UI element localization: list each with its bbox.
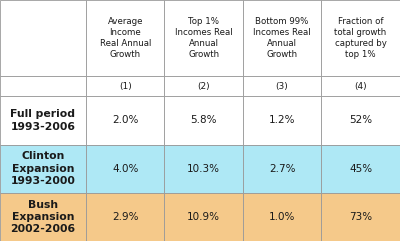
Text: 73%: 73%	[349, 212, 372, 222]
Bar	[321, 145, 400, 193]
Text: Full period
1993-2006: Full period 1993-2006	[10, 109, 76, 132]
Text: (4): (4)	[354, 82, 367, 91]
Text: Clinton
Expansion
1993-2000: Clinton Expansion 1993-2000	[10, 151, 76, 186]
Bar	[0, 76, 86, 96]
Bar	[0, 193, 86, 241]
Bar	[164, 145, 243, 193]
Bar	[164, 193, 243, 241]
Bar	[321, 76, 400, 96]
Bar	[0, 0, 86, 76]
Bar	[164, 96, 243, 145]
Text: Top 1%
Incomes Real
Annual
Growth: Top 1% Incomes Real Annual Growth	[175, 17, 232, 59]
Bar	[0, 96, 86, 145]
Bar	[86, 76, 164, 96]
Bar	[86, 96, 164, 145]
Bar	[86, 145, 164, 193]
Text: Fraction of
total growth
captured by
top 1%: Fraction of total growth captured by top…	[334, 17, 387, 59]
Bar	[243, 145, 321, 193]
Bar	[243, 96, 321, 145]
Text: (1): (1)	[119, 82, 132, 91]
Text: Bottom 99%
Incomes Real
Annual
Growth: Bottom 99% Incomes Real Annual Growth	[253, 17, 311, 59]
Text: 1.2%: 1.2%	[269, 115, 295, 126]
Bar	[0, 145, 86, 193]
Text: 1.0%: 1.0%	[269, 212, 295, 222]
Text: (2): (2)	[197, 82, 210, 91]
Text: 45%: 45%	[349, 164, 372, 174]
Bar	[321, 193, 400, 241]
Bar	[243, 0, 321, 76]
Text: (3): (3)	[276, 82, 288, 91]
Text: 10.9%: 10.9%	[187, 212, 220, 222]
Text: 2.0%: 2.0%	[112, 115, 138, 126]
Text: 2.7%: 2.7%	[269, 164, 295, 174]
Text: 5.8%: 5.8%	[190, 115, 217, 126]
Bar	[164, 0, 243, 76]
Text: 52%: 52%	[349, 115, 372, 126]
Bar	[243, 76, 321, 96]
Text: 4.0%: 4.0%	[112, 164, 138, 174]
Bar	[321, 96, 400, 145]
Text: Average
Income
Real Annual
Growth: Average Income Real Annual Growth	[100, 17, 151, 59]
Bar	[164, 76, 243, 96]
Bar	[86, 193, 164, 241]
Bar	[86, 0, 164, 76]
Text: Bush
Expansion
2002-2006: Bush Expansion 2002-2006	[10, 200, 76, 234]
Bar	[243, 193, 321, 241]
Text: 2.9%: 2.9%	[112, 212, 138, 222]
Bar	[321, 0, 400, 76]
Text: 10.3%: 10.3%	[187, 164, 220, 174]
